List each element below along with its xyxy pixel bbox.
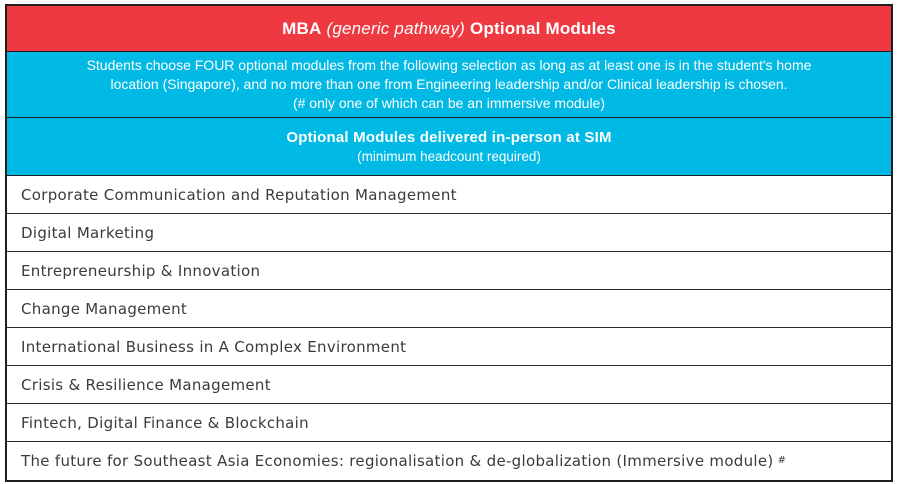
note-line-1: Students choose FOUR optional modules fr…	[86, 57, 812, 73]
selection-rules-note: Students choose FOUR optional modules fr…	[7, 52, 891, 118]
title-modules-label: Optional Modules	[470, 18, 616, 38]
module-name: International Business in A Complex Envi…	[21, 337, 407, 356]
module-row: Digital Marketing	[7, 214, 891, 252]
note-line-2: location (Singapore), and no more than o…	[110, 76, 788, 92]
module-list: Corporate Communication and Reputation M…	[7, 176, 891, 480]
module-row: Fintech, Digital Finance & Blockchain	[7, 404, 891, 442]
section-title: Optional Modules delivered in-person at …	[286, 128, 612, 146]
module-name: The future for Southeast Asia Economies:…	[21, 452, 774, 470]
note-line-3: (# only one of which can be an immersive…	[292, 95, 606, 111]
module-row: Crisis & Resilience Management	[7, 366, 891, 404]
section-subtitle: (minimum headcount required)	[357, 148, 541, 164]
module-row: The future for Southeast Asia Economies:…	[7, 442, 891, 480]
section-header: Optional Modules delivered in-person at …	[7, 118, 891, 176]
title-program-name: MBA	[282, 18, 322, 38]
table-title-banner: MBA (generic pathway) Optional Modules	[7, 6, 891, 52]
module-name: Digital Marketing	[21, 223, 155, 242]
module-name: Entrepreneurship & Innovation	[21, 261, 261, 280]
module-name: Fintech, Digital Finance & Blockchain	[21, 413, 309, 432]
module-name: Change Management	[21, 299, 188, 318]
module-row: International Business in A Complex Envi…	[7, 328, 891, 366]
optional-modules-table: MBA (generic pathway) Optional Modules S…	[5, 4, 893, 482]
module-row: Entrepreneurship & Innovation	[7, 252, 891, 290]
module-row: Corporate Communication and Reputation M…	[7, 176, 891, 214]
module-row: Change Management	[7, 290, 891, 328]
module-name: Crisis & Resilience Management	[21, 375, 271, 394]
title-pathway-label: (generic pathway)	[326, 18, 466, 38]
module-name: Corporate Communication and Reputation M…	[21, 185, 457, 204]
